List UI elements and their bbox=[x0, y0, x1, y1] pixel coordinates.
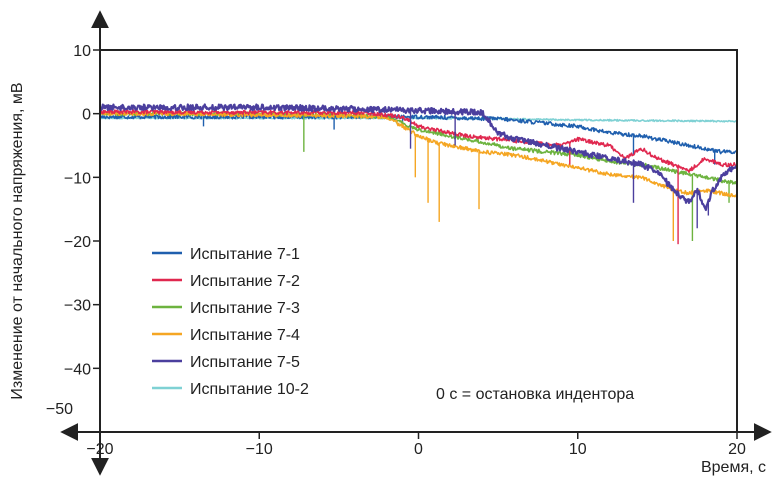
legend-label: Испытание 7-2 bbox=[190, 273, 300, 290]
series-1 bbox=[99, 114, 738, 165]
series-layer bbox=[99, 103, 738, 245]
series-4 bbox=[99, 111, 738, 241]
y-tick-label: −20 bbox=[64, 234, 91, 251]
x-tick-label: −10 bbox=[246, 441, 273, 458]
x-ticks: −20 −10 0 10 20 bbox=[86, 432, 746, 458]
x-tick-label: −20 bbox=[86, 441, 113, 458]
x-tick-label: 0 bbox=[414, 441, 423, 458]
series-line bbox=[99, 111, 738, 198]
legend-label: Испытание 7-5 bbox=[190, 354, 300, 371]
axis-layer: −20 −10 0 10 20 100−10−20−30−40−50 Время, с … bbox=[9, 10, 772, 476]
legend-label: Испытание 10-2 bbox=[190, 381, 309, 398]
legend-label: Испытание 7-4 bbox=[190, 327, 300, 344]
x-tick-label: 20 bbox=[728, 441, 746, 458]
series-line bbox=[99, 109, 738, 173]
series-line bbox=[99, 111, 738, 185]
y-tick-label: −30 bbox=[64, 298, 91, 315]
y-tick-label: −50 bbox=[46, 401, 73, 418]
legend-label: Испытание 7-1 bbox=[190, 246, 300, 263]
y-ticks: 10 0 −10 −20 −30 −40 −50 bbox=[46, 43, 100, 433]
y-tick-label: 0 bbox=[82, 107, 91, 124]
x-axis-title: Время, с bbox=[701, 459, 766, 476]
legend-item: Испытание 7-4 bbox=[152, 327, 300, 344]
x-tick-label: 10 bbox=[569, 441, 587, 458]
legend: Испытание 7-1 Испытание 7-2 Испытание 7-3 И… bbox=[152, 246, 309, 398]
y-tick-label: 10 bbox=[73, 43, 91, 60]
series-2 bbox=[99, 109, 738, 245]
legend-item: Испытание 7-2 bbox=[152, 273, 300, 290]
y-tick-label: −40 bbox=[64, 361, 91, 378]
y-tick-label: −10 bbox=[64, 170, 91, 187]
legend-item: Испытание 7-1 bbox=[152, 246, 300, 263]
series-5 bbox=[99, 103, 738, 229]
annotation-text: 0 с = остановка индентора bbox=[436, 386, 634, 403]
series-line bbox=[99, 114, 738, 155]
series-3 bbox=[99, 111, 738, 241]
legend-label: Испытание 7-3 bbox=[190, 300, 300, 317]
legend-item: Испытание 7-3 bbox=[152, 300, 300, 317]
series-line bbox=[99, 103, 738, 212]
legend-item: Испытание 10-2 bbox=[152, 381, 309, 398]
y-axis-title: Изменение от начального напряжения, мВ bbox=[9, 82, 26, 399]
legend-item: Испытание 7-5 bbox=[152, 354, 300, 371]
